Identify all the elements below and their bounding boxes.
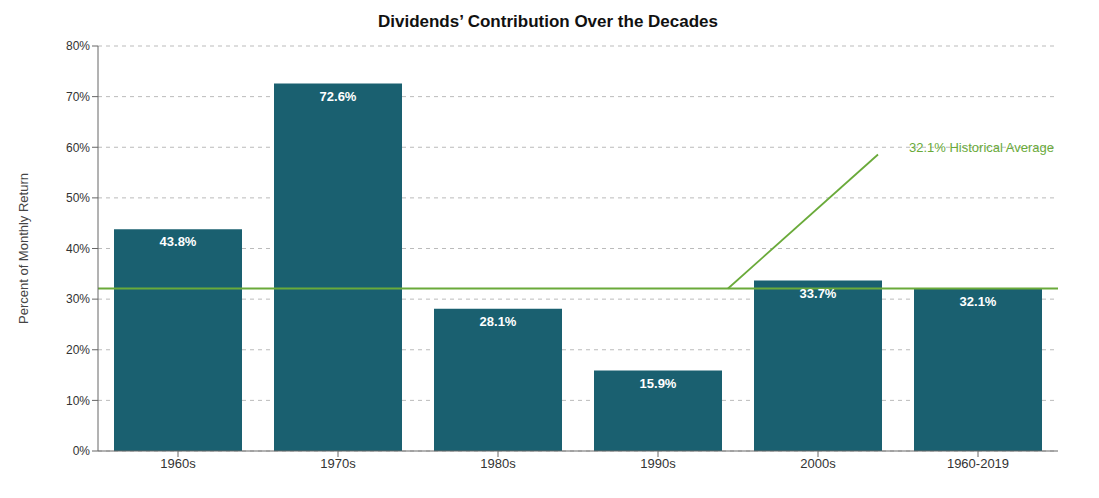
- svg-text:32.1%: 32.1%: [960, 294, 997, 309]
- svg-text:43.8%: 43.8%: [160, 234, 197, 249]
- svg-text:80%: 80%: [66, 39, 90, 53]
- svg-text:30%: 30%: [66, 292, 90, 306]
- svg-text:60%: 60%: [66, 141, 90, 155]
- svg-text:40%: 40%: [66, 242, 90, 256]
- svg-text:32.1% Historical Average: 32.1% Historical Average: [909, 140, 1054, 155]
- svg-text:70%: 70%: [66, 90, 90, 104]
- svg-text:0%: 0%: [73, 444, 91, 458]
- svg-text:15.9%: 15.9%: [640, 376, 677, 391]
- svg-text:28.1%: 28.1%: [480, 314, 517, 329]
- html-text:Dividends’ Contribution Over t: Dividends’ Contribution Over the Decades: [378, 12, 718, 31]
- svg-text:1980s: 1980s: [480, 456, 516, 471]
- svg-text:1960s: 1960s: [160, 456, 196, 471]
- svg-text:72.6%: 72.6%: [320, 89, 357, 104]
- svg-text:1960-2019: 1960-2019: [947, 456, 1009, 471]
- svg-text:10%: 10%: [66, 394, 90, 408]
- svg-text:Percent of Monthly Return: Percent of Monthly Return: [16, 173, 31, 324]
- svg-text:1990s: 1990s: [640, 456, 676, 471]
- svg-text:50%: 50%: [66, 191, 90, 205]
- svg-text:1970s: 1970s: [320, 456, 356, 471]
- svg-text:2000s: 2000s: [800, 456, 836, 471]
- svg-text:33.7%: 33.7%: [800, 286, 837, 301]
- svg-text:20%: 20%: [66, 343, 90, 357]
